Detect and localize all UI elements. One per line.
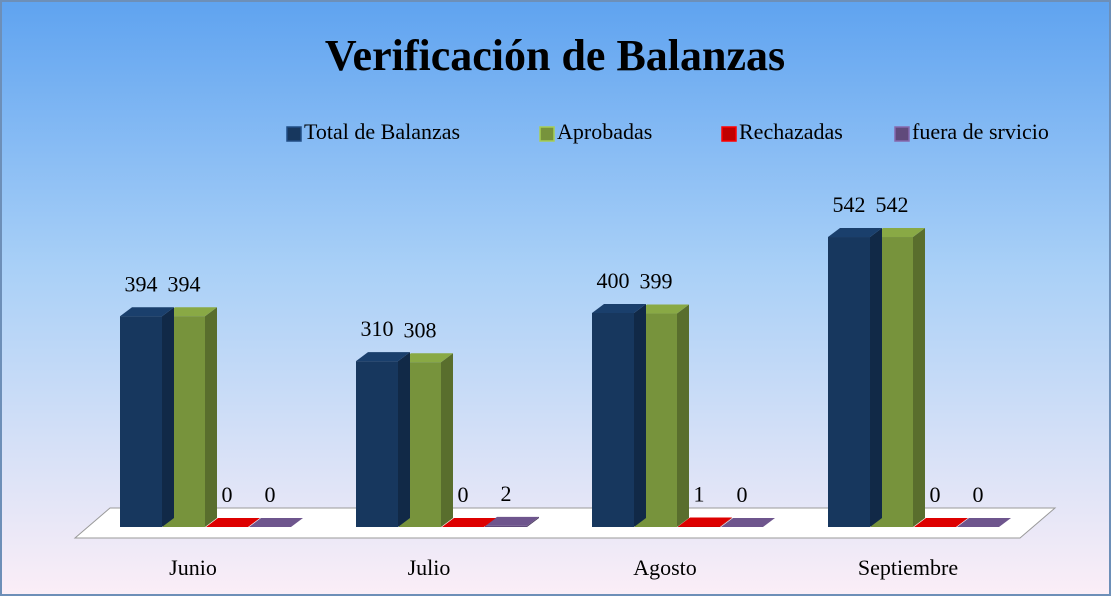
data-label: 394 <box>125 271 158 296</box>
legend-label: fuera de srvicio <box>912 119 1049 144</box>
data-label: 0 <box>737 482 748 507</box>
bar-top <box>163 307 217 317</box>
bar-side <box>205 307 217 527</box>
legend-marker <box>539 126 555 142</box>
bar-side <box>913 228 925 527</box>
bar-top <box>592 304 646 313</box>
bar-top <box>249 518 303 527</box>
legend-label: Total de Balanzas <box>304 119 460 144</box>
bar <box>828 237 870 527</box>
bar-side <box>527 516 539 527</box>
bar <box>356 361 398 527</box>
data-label: 542 <box>833 192 866 217</box>
x-tick-label: Septiembre <box>858 555 958 580</box>
legend-label: Aprobadas <box>557 119 652 144</box>
legend-marker <box>894 126 910 142</box>
bar-top <box>678 517 732 527</box>
bar-top <box>957 518 1011 527</box>
data-label: 2 <box>501 481 512 506</box>
data-label: 0 <box>458 482 469 507</box>
bar-top <box>721 518 775 527</box>
data-label: 1 <box>694 482 705 507</box>
bar-top <box>206 518 260 527</box>
data-label: 0 <box>930 482 941 507</box>
data-label: 394 <box>168 271 201 296</box>
legend-marker <box>721 126 737 142</box>
data-label: 0 <box>973 482 984 507</box>
data-label: 310 <box>361 316 394 341</box>
data-label: 308 <box>404 317 437 342</box>
bar-top <box>635 304 689 314</box>
x-tick-label: Agosto <box>633 555 697 580</box>
bar-top <box>120 307 174 317</box>
bar-top <box>485 516 539 526</box>
data-label: 0 <box>265 482 276 507</box>
bar <box>120 316 162 527</box>
x-tick-label: Julio <box>408 555 451 580</box>
data-label: 399 <box>640 269 673 294</box>
bar-side <box>870 228 882 527</box>
bar <box>678 526 720 527</box>
bar <box>592 313 634 527</box>
bar-top <box>399 353 453 363</box>
bar-top <box>828 228 882 238</box>
data-label: 400 <box>597 268 630 293</box>
bar-side <box>677 304 689 527</box>
bar-side <box>634 304 646 527</box>
bar-top <box>356 352 410 362</box>
floor <box>73 507 1057 539</box>
bar-side <box>162 307 174 527</box>
legend-marker <box>286 126 302 142</box>
bar-top <box>442 518 496 527</box>
data-label: 542 <box>876 192 909 217</box>
bar <box>485 525 527 527</box>
bar-top <box>914 518 968 527</box>
chart-title: Verificación de Balanzas <box>325 31 785 80</box>
legend-label: Rechazadas <box>739 119 843 144</box>
data-label: 0 <box>222 482 233 507</box>
bar-side <box>398 352 410 527</box>
bar-top <box>871 228 925 238</box>
bar-side <box>720 517 732 527</box>
bar-side <box>441 353 453 527</box>
x-tick-label: Junio <box>169 555 217 580</box>
